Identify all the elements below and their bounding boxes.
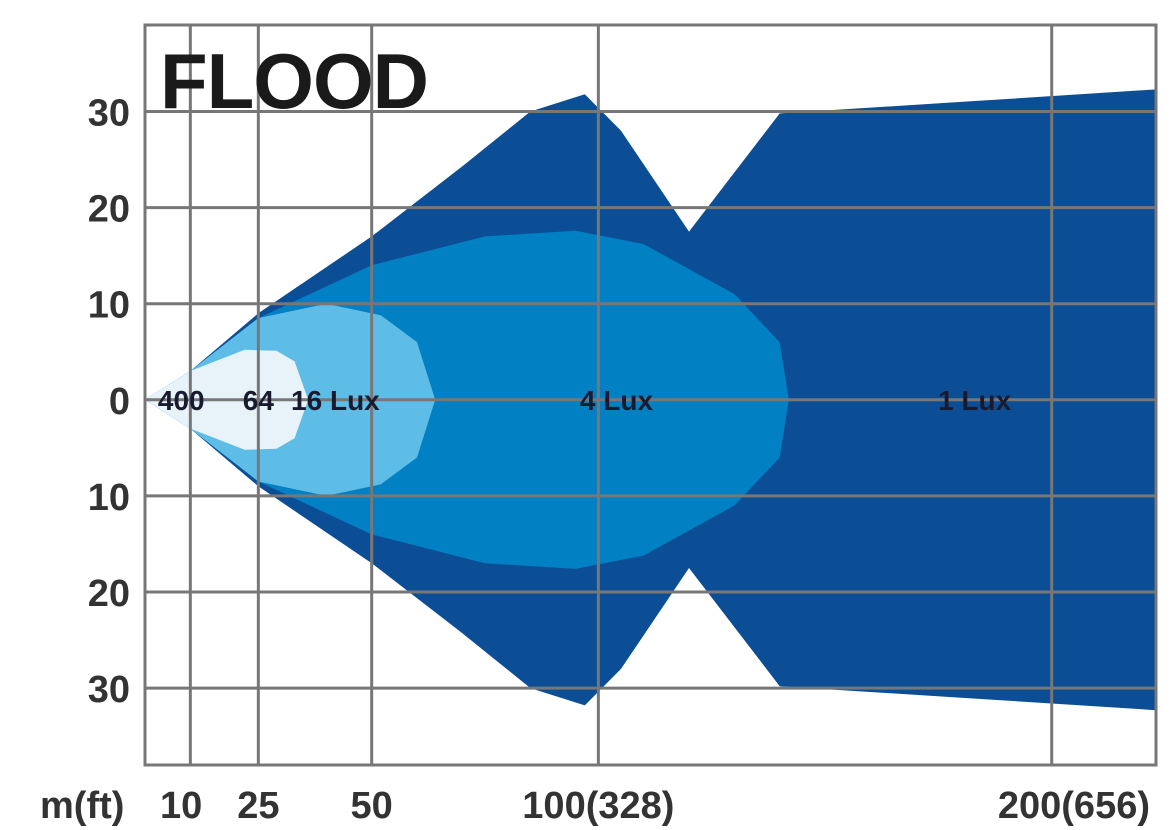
- y-tick-label: 20: [88, 573, 130, 615]
- zone-label-1-lux: 1 Lux: [938, 385, 1012, 416]
- x-axis-ticks: m(ft) 10 25 50 100(328) 200(656): [40, 785, 1150, 827]
- zone-label-16-lux: 16 Lux: [291, 385, 380, 416]
- y-tick-label: 10: [88, 477, 130, 519]
- x-tick-label: 50: [351, 785, 393, 827]
- x-axis-unit-label: m(ft): [40, 785, 124, 827]
- chart-title: FLOOD: [160, 37, 428, 125]
- zone-labels: 1 Lux 4 Lux 16 Lux 64 400: [158, 385, 1012, 416]
- x-tick-label: 100(328): [522, 785, 674, 827]
- plot-frame: [143, 23, 1158, 767]
- y-tick-label: 0: [109, 381, 130, 423]
- grid: [145, 25, 1156, 765]
- y-tick-label: 10: [88, 285, 130, 327]
- y-tick-label: 30: [88, 92, 130, 134]
- y-axis-ticks: 30 20 10 0 10 20 30: [88, 92, 130, 711]
- zone-label-400: 400: [158, 385, 205, 416]
- y-tick-label: 30: [88, 669, 130, 711]
- x-tick-label: 200(656): [998, 785, 1150, 827]
- zone-label-64: 64: [243, 385, 275, 416]
- y-tick-label: 20: [88, 189, 130, 231]
- x-tick-label: 10: [160, 785, 202, 827]
- x-tick-label: 25: [237, 785, 279, 827]
- zone-label-4-lux: 4 Lux: [580, 385, 654, 416]
